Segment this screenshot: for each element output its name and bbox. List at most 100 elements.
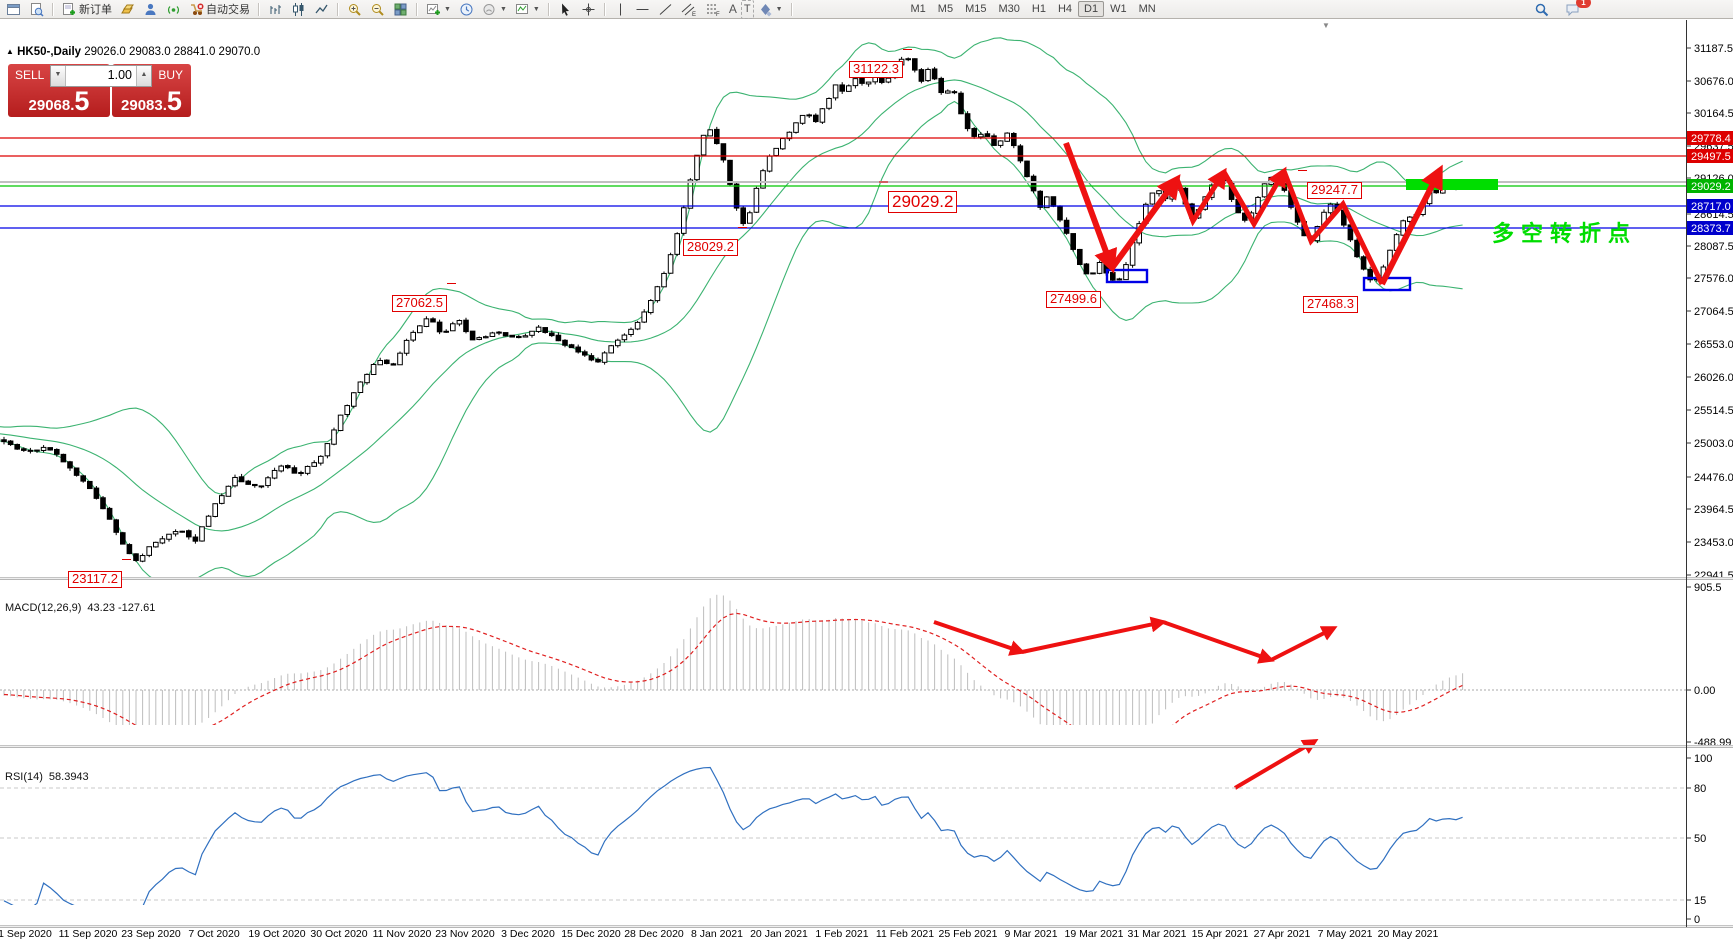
chart-area[interactable]: 31187.5 30676.0 30164.5 29637.5 29126.0 28614… [0, 20, 1733, 940]
trend-arrow[interactable] [1174, 167, 1227, 227]
trend-arrow[interactable] [1021, 616, 1167, 654]
price-badge [1687, 199, 1733, 213]
price-badge-text: 28717.0 [1691, 201, 1731, 213]
price-callout[interactable]: 23117.2 [68, 571, 123, 588]
chart-shift-marker[interactable]: ▼ [1322, 21, 1330, 30]
macd-panel-splitter[interactable] [0, 577, 1733, 580]
trend-arrow[interactable] [1379, 164, 1443, 286]
print-preview-icon[interactable] [25, 0, 48, 19]
candlestick-chart-type-icon[interactable] [287, 0, 310, 19]
trend-arrow[interactable] [933, 620, 1026, 656]
timeframe-M5[interactable]: M5 [937, 3, 954, 15]
trend-arrow[interactable] [1270, 626, 1338, 662]
date-tick: 25 Feb 2021 [939, 928, 998, 940]
window-icon[interactable] [2, 0, 25, 19]
trend-arrow[interactable] [1162, 620, 1275, 664]
timeframe-D1[interactable]: D1 [1078, 1, 1105, 17]
volume-increase-button[interactable]: ▲ [136, 66, 151, 86]
cursor-tool-icon[interactable] [554, 0, 577, 19]
main-panel [0, 37, 1686, 577]
price-callout[interactable]: 27499.6 [1046, 291, 1101, 308]
price-tick: 23453.0 [1694, 537, 1733, 549]
channel-tool-icon[interactable]: E [677, 0, 701, 19]
price-callout[interactable]: 27062.5 [392, 295, 447, 312]
timeframe-M15[interactable]: M15 [965, 3, 987, 15]
indicators-template-icon[interactable]: ▼ [511, 0, 544, 19]
line-chart-type-icon[interactable] [310, 0, 333, 19]
macd-histogram [3, 594, 1464, 725]
collapse-triangle-icon[interactable]: ▲ [6, 47, 14, 56]
price-badge-text: 28373.7 [1691, 223, 1731, 235]
trend-arrow[interactable] [1109, 174, 1181, 270]
notifications-chat-icon[interactable]: 1 [1561, 0, 1591, 19]
price-tick: 27064.5 [1694, 306, 1733, 318]
trendline-tool-icon[interactable] [654, 0, 677, 19]
date-tick: 28 Dec 2020 [624, 928, 684, 940]
timeline-splitter [0, 925, 1733, 928]
date-tick: 31 Mar 2021 [1128, 928, 1187, 940]
pivot-note-text[interactable]: 多空转折点 [1492, 221, 1638, 246]
green-highlight-rectangle[interactable] [1406, 179, 1498, 190]
trend-arrow[interactable] [1063, 141, 1118, 274]
trend-arrow[interactable] [1221, 166, 1287, 230]
timeframe-M1[interactable]: M1 [910, 3, 926, 15]
price-tick: 23964.5 [1694, 504, 1733, 516]
fibonacci-tool-icon[interactable]: F [701, 0, 725, 19]
clock-icon[interactable] [455, 0, 478, 19]
price-axis: 31187.530676.030164.529637.529126.028614… [1686, 43, 1733, 926]
text-tool-icon[interactable]: A [728, 2, 737, 16]
price-badge-text: 29497.5 [1691, 151, 1731, 163]
timeframe-H4[interactable]: H4 [1057, 3, 1072, 15]
date-tick: 1 Feb 2021 [815, 928, 868, 940]
trend-arrow[interactable] [1233, 738, 1319, 790]
price-callout[interactable]: 28029.2 [683, 239, 738, 256]
price-callout[interactable]: 31122.3 [849, 61, 904, 78]
zoom-in-icon[interactable] [343, 0, 366, 19]
timeframe-H1[interactable]: H1 [1031, 3, 1046, 15]
search-icon[interactable] [1530, 0, 1553, 19]
volume-decrease-button[interactable]: ▼ [51, 66, 66, 86]
trend-arrow[interactable] [1281, 170, 1385, 286]
rsi-line [3, 766, 1463, 905]
date-tick: 3 Dec 2020 [501, 928, 555, 940]
timeframe-M30[interactable]: M30 [998, 3, 1020, 15]
volume-input[interactable]: 1.00 [107, 68, 132, 82]
rsi-panel-splitter[interactable] [0, 745, 1733, 748]
vertical-line-tool-icon[interactable] [610, 0, 631, 19]
zoom-out-icon[interactable] [366, 0, 389, 19]
timeframe-switcher: M1 M5 M15 M30 H1 H4 D1 W1 MN [905, 1, 1162, 17]
date-tick: 11 Sep 2020 [59, 928, 118, 940]
shapes-tool-icon[interactable]: ▼ [754, 0, 787, 19]
time-axis: 1 Sep 2020 11 Sep 2020 23 Sep 2020 7 Oct 20… [0, 928, 1439, 940]
horizontal-line-tool-icon[interactable] [631, 0, 654, 19]
timeframe-MN[interactable]: MN [1138, 3, 1156, 15]
bar-chart-type-icon[interactable] [264, 0, 287, 19]
market-watch-gold-icon[interactable] [116, 0, 139, 19]
price-callout[interactable]: 27468.3 [1303, 296, 1358, 313]
new-order-button[interactable]: 新订单 [58, 0, 116, 19]
price-chart-canvas[interactable]: 31187.530676.030164.529637.529126.028614… [0, 20, 1733, 940]
crosshair-tool-icon[interactable] [577, 0, 600, 19]
profiles-icon[interactable]: ▼ [478, 0, 511, 19]
one-click-trading-panel: SELL 29068.5 BUY 29083.5 ▼ 1.00 ▲ [8, 64, 191, 117]
date-tick: 30 Oct 2020 [310, 928, 367, 940]
date-tick: 23 Nov 2020 [435, 928, 495, 940]
blue-rectangle-object[interactable] [1105, 268, 1149, 284]
price-tick: 27576.0 [1694, 273, 1733, 285]
trader-profile-icon[interactable] [139, 0, 162, 19]
price-callout[interactable]: 29029.2 [888, 191, 958, 213]
timeframe-W1[interactable]: W1 [1110, 3, 1127, 15]
rsi-axis-tick: 80 [1694, 783, 1706, 795]
new-chart-icon[interactable]: ▼ [422, 0, 455, 19]
price-callout[interactable]: 29247.7 [1307, 182, 1362, 199]
autotrading-button[interactable]: 自动交易 [185, 0, 254, 19]
svg-text:F: F [716, 12, 720, 17]
tile-windows-icon[interactable] [389, 0, 412, 19]
macd-signal-line [3, 612, 1463, 725]
rsi-axis-tick: 0 [1694, 914, 1700, 926]
date-tick: 1 Sep 2020 [0, 928, 52, 940]
text-label-tool-icon[interactable]: T [740, 0, 754, 19]
buy-label: BUY [158, 68, 183, 82]
signal-icon[interactable] [162, 0, 185, 19]
chart-ohlc-readout: ▲ HK50-,Daily 29026.0 29083.0 28841.0 29… [6, 46, 260, 58]
